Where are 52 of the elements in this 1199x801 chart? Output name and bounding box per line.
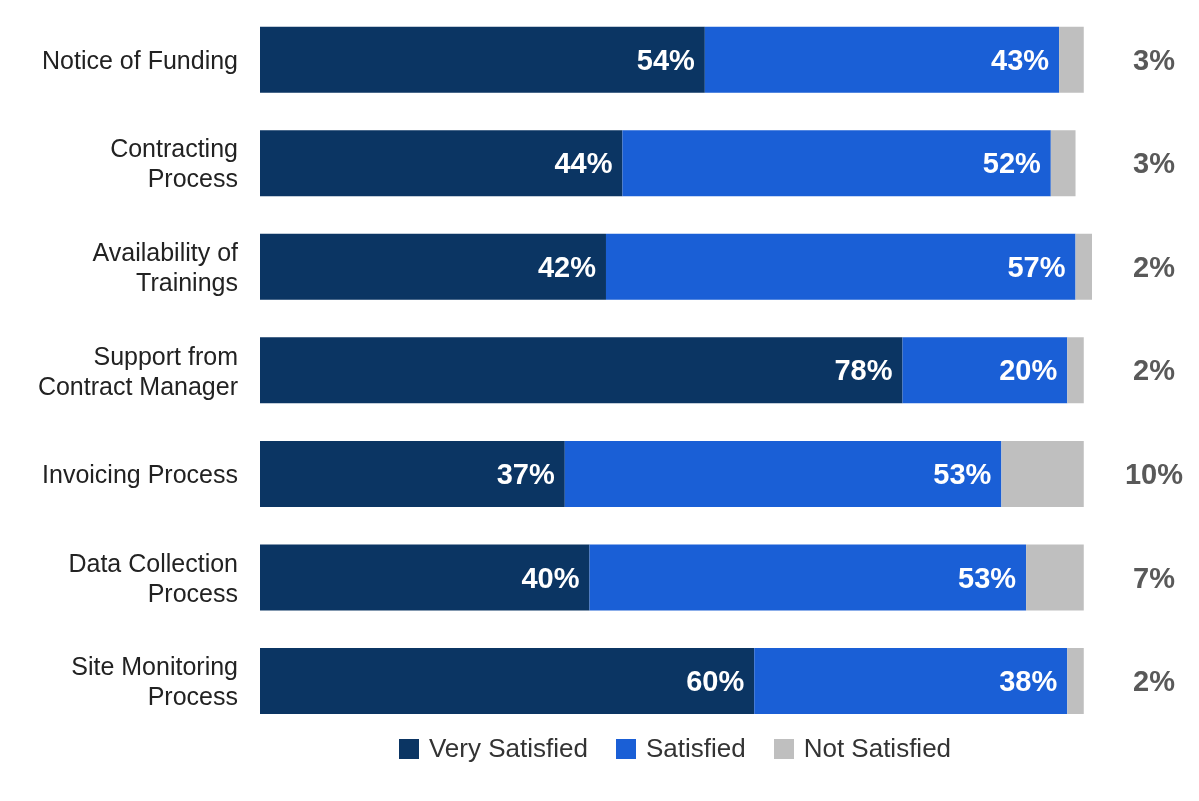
data-label: 3% xyxy=(1133,43,1176,76)
data-label: 54% xyxy=(636,43,696,76)
y-tick-label: Site Monitoring Process xyxy=(71,652,238,711)
bar xyxy=(260,544,590,611)
data-label: 53% xyxy=(933,457,992,490)
bar xyxy=(260,337,903,404)
data-label: 7% xyxy=(1133,561,1176,594)
bar xyxy=(704,26,1060,93)
data-label: 40% xyxy=(521,561,580,594)
legend-label: Satisfied xyxy=(644,733,746,764)
bar xyxy=(260,233,606,300)
data-label: 78% xyxy=(834,354,893,387)
legend-label: Very Satisfied xyxy=(427,733,588,764)
bar xyxy=(622,130,1051,197)
data-label: 2% xyxy=(1133,665,1176,698)
bar xyxy=(605,233,1076,300)
data-label: 2% xyxy=(1133,354,1176,387)
data-label: 38% xyxy=(999,665,1058,698)
bar xyxy=(1075,233,1092,300)
bar xyxy=(260,440,565,507)
bar xyxy=(1001,440,1084,507)
data-label: 3% xyxy=(1133,147,1176,180)
y-tick-label: Contracting Process xyxy=(110,134,238,193)
data-label: 52% xyxy=(982,147,1042,180)
bar xyxy=(1059,26,1084,93)
y-tick-label: Notice of Funding xyxy=(42,45,238,74)
bar xyxy=(902,337,1068,404)
y-tick-label: Support from Contract Manager xyxy=(37,341,238,400)
data-label: 53% xyxy=(958,561,1017,594)
bar xyxy=(754,648,1068,715)
bar xyxy=(260,648,755,715)
legend-label: Not Satisfied xyxy=(802,733,952,764)
bar xyxy=(564,440,1002,507)
bar xyxy=(1026,544,1084,611)
bar xyxy=(1067,648,1084,715)
data-label: 43% xyxy=(991,43,1050,76)
bar xyxy=(260,130,623,197)
data-label: 37% xyxy=(496,457,555,490)
data-label: 10% xyxy=(1124,457,1184,490)
data-label: 42% xyxy=(537,250,597,283)
data-label: 20% xyxy=(999,354,1058,387)
data-label: 44% xyxy=(554,147,613,180)
data-label: 57% xyxy=(1007,250,1066,283)
y-tick-label: Availability of Trainings xyxy=(92,237,239,296)
data-label: 60% xyxy=(686,665,745,698)
bar xyxy=(589,544,1027,611)
bar xyxy=(260,26,705,93)
y-tick-label: Invoicing Process xyxy=(42,460,238,489)
bar xyxy=(1067,337,1084,404)
bar xyxy=(1050,130,1076,197)
y-tick-label: Data Collection Process xyxy=(68,548,238,607)
data-label: 2% xyxy=(1133,250,1176,283)
